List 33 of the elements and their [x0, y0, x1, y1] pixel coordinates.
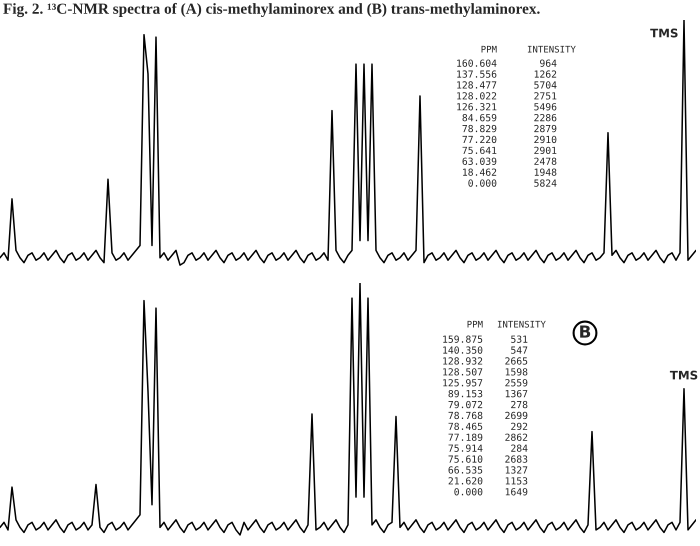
text: 0.000 5824: [468, 179, 557, 187]
text: 77.220 2910: [462, 136, 556, 144]
text: 125.957 2559: [443, 379, 528, 386]
annotation: TMS: [650, 28, 678, 38]
text: 126.321 5496: [457, 103, 556, 110]
text: 0.000 1649: [454, 488, 528, 496]
text: 78.768 2699: [448, 412, 528, 420]
text: 128.507 1598: [443, 368, 528, 376]
text: 137.556 1262: [457, 70, 556, 78]
text: PPM INTENSITY: [468, 320, 546, 328]
text: 66.535 1327: [448, 466, 528, 474]
text: 159.875 531: [443, 335, 528, 343]
text: PPM INTENSITY: [482, 46, 576, 53]
text: 75.641 2901: [462, 146, 556, 154]
text: 128.022 2751: [457, 92, 556, 100]
text: 128.932 2665: [443, 357, 528, 365]
text: 21.620 1153: [448, 477, 528, 485]
text: 128.477 5704: [457, 81, 557, 89]
text: 160.604 964: [457, 59, 557, 67]
chart-title: Fig. 2. ¹³C-NMR spectra of (A) cis-methylaminorex and (B) trans-methylaminorex.: [3, 2, 540, 18]
text: 18.462 1948: [463, 168, 556, 176]
text: 63.039 2478: [462, 158, 556, 165]
text: 140.350 547: [443, 346, 528, 354]
text: 77.189 2862: [448, 434, 528, 441]
text: B: [580, 325, 590, 338]
text: 79.072 278: [448, 400, 528, 408]
text: 75.914 284: [448, 444, 528, 452]
text: 89.153 1367: [448, 390, 528, 398]
text: 75.610 2683: [448, 455, 528, 463]
text: 78.829 2879: [462, 124, 556, 132]
annotation: TMS: [670, 370, 698, 380]
text: 78.465 292: [448, 422, 528, 430]
text: 84.659 2286: [462, 114, 556, 122]
